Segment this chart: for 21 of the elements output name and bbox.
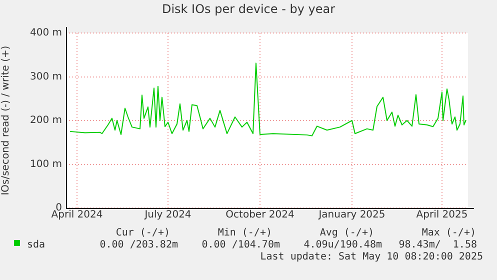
y-tick-label: 400 m (30, 28, 62, 39)
text: 4.09u/190.48m (304, 240, 382, 251)
y-tick-label: 300 m (30, 71, 62, 82)
text: Avg (-/+) (320, 228, 374, 239)
text: Cur (-/+) (116, 228, 170, 239)
text: 0.00 /203.82m (100, 240, 178, 251)
y-tick-label: 200 m (30, 115, 62, 126)
text: Min (-/+) (218, 228, 272, 239)
x-tick-label: April 2024 (51, 210, 103, 221)
legend-label: sda (27, 240, 46, 251)
x-tick-label: July 2024 (144, 210, 192, 221)
text: 98.43m/ 1.58 (398, 240, 477, 251)
text: 0.00 /104.70m (202, 240, 280, 251)
x-tick-label: October 2024 (226, 210, 294, 221)
y-tick-label: 100 m (30, 158, 62, 170)
chart-title: Disk IOs per device - by year (162, 2, 336, 16)
x-tick-label: January 2025 (318, 210, 386, 221)
y-axis-title: IOs/second read (-) / write (+) (0, 46, 12, 196)
text: Last update: Sat May 10 08:20:00 2025 (260, 252, 483, 263)
x-tick-label: April 2025 (416, 210, 468, 221)
text: Max (-/+) (422, 228, 476, 239)
